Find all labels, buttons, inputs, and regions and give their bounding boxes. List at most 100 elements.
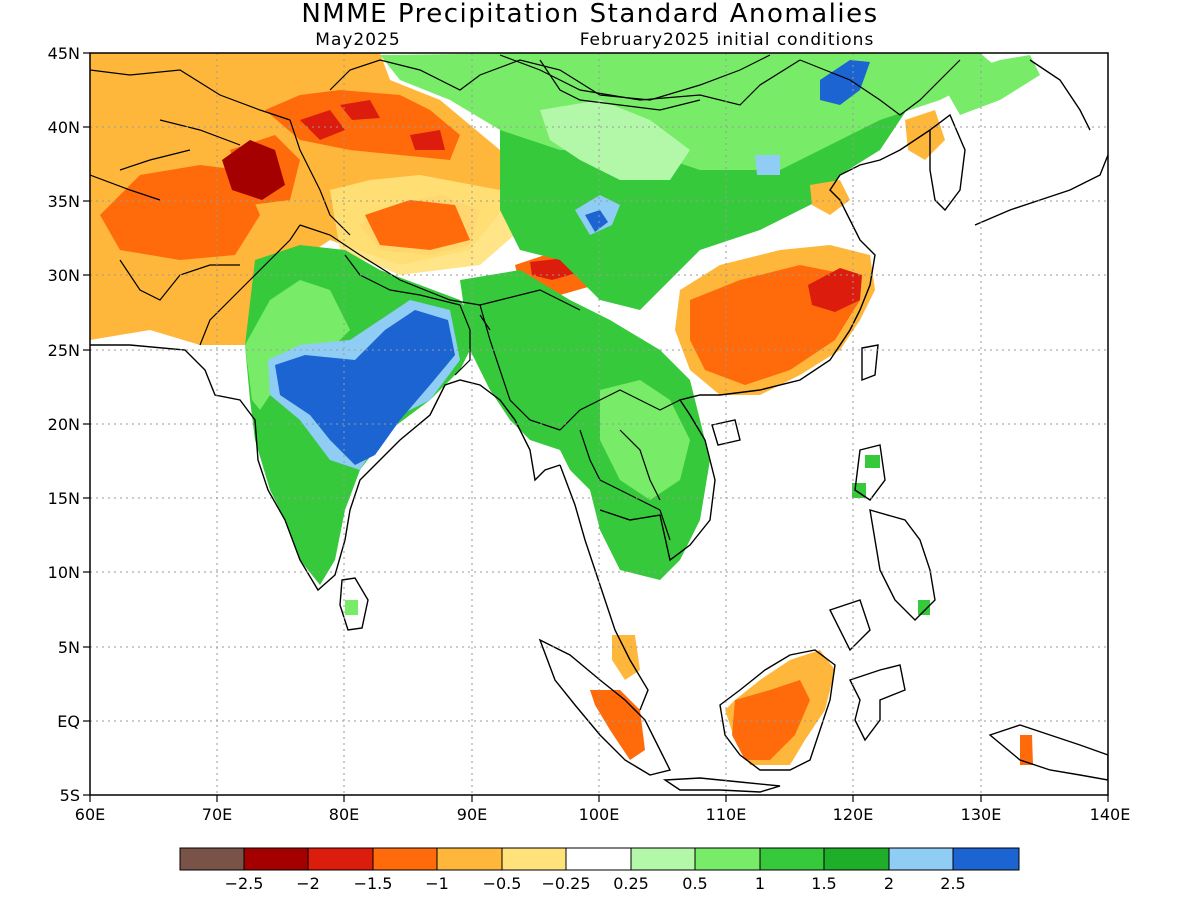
legend-label: 1 [755, 874, 765, 893]
moderate-dry-tarim [265, 90, 460, 160]
subtitle-initial-conditions: February2025 initial conditions [580, 30, 875, 50]
lon-label: 110E [706, 805, 747, 824]
coastline-indochina [559, 394, 720, 711]
legend-swatch [436, 847, 503, 871]
legend-swatch [759, 847, 825, 871]
tick-marks [83, 52, 1109, 802]
light-blue-spot-north-china [755, 155, 780, 175]
legend-label: 2 [884, 874, 894, 893]
coastline-hainan [711, 419, 741, 446]
legend-swatch [823, 847, 890, 871]
legend-swatch [952, 847, 1020, 871]
dry-spot-north-china [810, 180, 850, 215]
very-light-wet-north [540, 100, 690, 180]
lat-label: 45N [48, 44, 80, 63]
legend-swatch [372, 847, 438, 871]
map-plot-area [90, 53, 1108, 795]
legend-label: 1.5 [811, 874, 836, 893]
border-southeast-asia [479, 289, 681, 541]
lat-label: 20N [48, 415, 80, 434]
coastline-philippines [829, 444, 936, 652]
legend-swatches [179, 847, 1020, 871]
coastline-new-guinea [988, 724, 1108, 781]
lat-label: 40N [48, 118, 80, 137]
legend-label: −0.5 [483, 874, 522, 893]
coastlines [90, 59, 1108, 793]
lat-label: 5N [58, 638, 80, 657]
lat-label: 25N [48, 341, 80, 360]
legend-label: −1.5 [354, 874, 393, 893]
lat-label: 35N [48, 192, 80, 211]
legend-swatch [694, 847, 761, 871]
anomaly-shading [90, 53, 1040, 765]
longitude-labels: 60E 70E 80E 90E 100E 110E 120E 130E 140E [75, 805, 1131, 824]
coastline-south-china [719, 129, 931, 396]
dry-spot-korea [905, 110, 945, 160]
legend-label: −0.25 [541, 874, 590, 893]
border-manchuria [799, 59, 961, 116]
light-wet-region-laos [600, 380, 690, 500]
moderate-dry-borneo [732, 680, 810, 760]
wet-region-southeast-asia [460, 270, 710, 580]
lat-label: 15N [48, 489, 80, 508]
legend-swatch [179, 847, 245, 871]
strong-wet-india-central [275, 310, 455, 465]
legend-label: −2.5 [225, 874, 264, 893]
subtitle-month: May2025 [315, 30, 400, 50]
lat-label: EQ [57, 712, 80, 731]
moderate-dry-afghanistan [100, 165, 260, 260]
coastline-korea [929, 113, 966, 212]
lon-label: 90E [457, 805, 487, 824]
lon-label: 60E [75, 805, 105, 824]
legend-swatch [565, 847, 632, 871]
coastline-sumatra [538, 638, 672, 776]
strong-dry-kashmir [222, 140, 285, 200]
legend-label: −1 [425, 874, 449, 893]
lat-label: 5S [60, 786, 80, 805]
legend-swatch [888, 847, 954, 871]
border-mongolia [499, 54, 801, 106]
figure-title: NMME Precipitation Standard Anomalies [301, 0, 878, 29]
legend-labels: −2.5 −2 −1.5 −1 −0.5 −0.25 0.25 0.5 1 1.… [225, 874, 966, 893]
legend-label: −2 [296, 874, 320, 893]
coastline-sri-lanka [339, 577, 369, 631]
legend-swatch [501, 847, 567, 871]
coastline-taiwan [861, 344, 879, 382]
lon-label: 130E [961, 805, 1002, 824]
legend-swatch [307, 847, 374, 871]
coastline-java [662, 777, 781, 793]
lon-label: 140E [1090, 805, 1131, 824]
strong-dry-tarim-core [300, 100, 445, 150]
legend-label: 2.5 [940, 874, 965, 893]
dry-region-malaya [612, 635, 640, 680]
light-green-korea-japan [940, 55, 1040, 115]
latitude-labels: 45N 40N 35N 30N 25N 20N 15N 10N 5N EQ 5S [48, 44, 80, 805]
legend-label: 0.25 [613, 874, 649, 893]
legend-swatch [630, 847, 696, 871]
blue-spot-manchuria [820, 60, 870, 105]
dry-spot-new-guinea [1020, 735, 1033, 765]
graticule [90, 53, 1108, 795]
coastline-sulawesi [849, 664, 906, 742]
lon-label: 80E [329, 805, 359, 824]
country-borders [90, 54, 961, 541]
coastline-borneo [719, 649, 836, 771]
moderate-dry-tibet-2 [365, 200, 470, 250]
border-nepal-bhutan [344, 254, 491, 376]
border-china-west [289, 54, 771, 236]
strong-dry-east-china [808, 268, 862, 312]
lat-label: 10N [48, 563, 80, 582]
border-central-asia [90, 69, 481, 346]
dry-region-sumatra [590, 690, 645, 760]
wet-spot-sri-lanka [345, 600, 358, 615]
color-legend: −2.5 −2 −1.5 −1 −0.5 −0.25 0.25 0.5 1 1.… [179, 847, 1020, 893]
blue-spot-qinghai [585, 210, 608, 232]
lon-label: 100E [579, 805, 620, 824]
coastline-india [90, 344, 561, 592]
coastline-japan [974, 59, 1108, 226]
lat-label: 30N [48, 266, 80, 285]
lon-label: 70E [202, 805, 232, 824]
legend-swatch [243, 847, 309, 871]
lon-label: 120E [833, 805, 874, 824]
